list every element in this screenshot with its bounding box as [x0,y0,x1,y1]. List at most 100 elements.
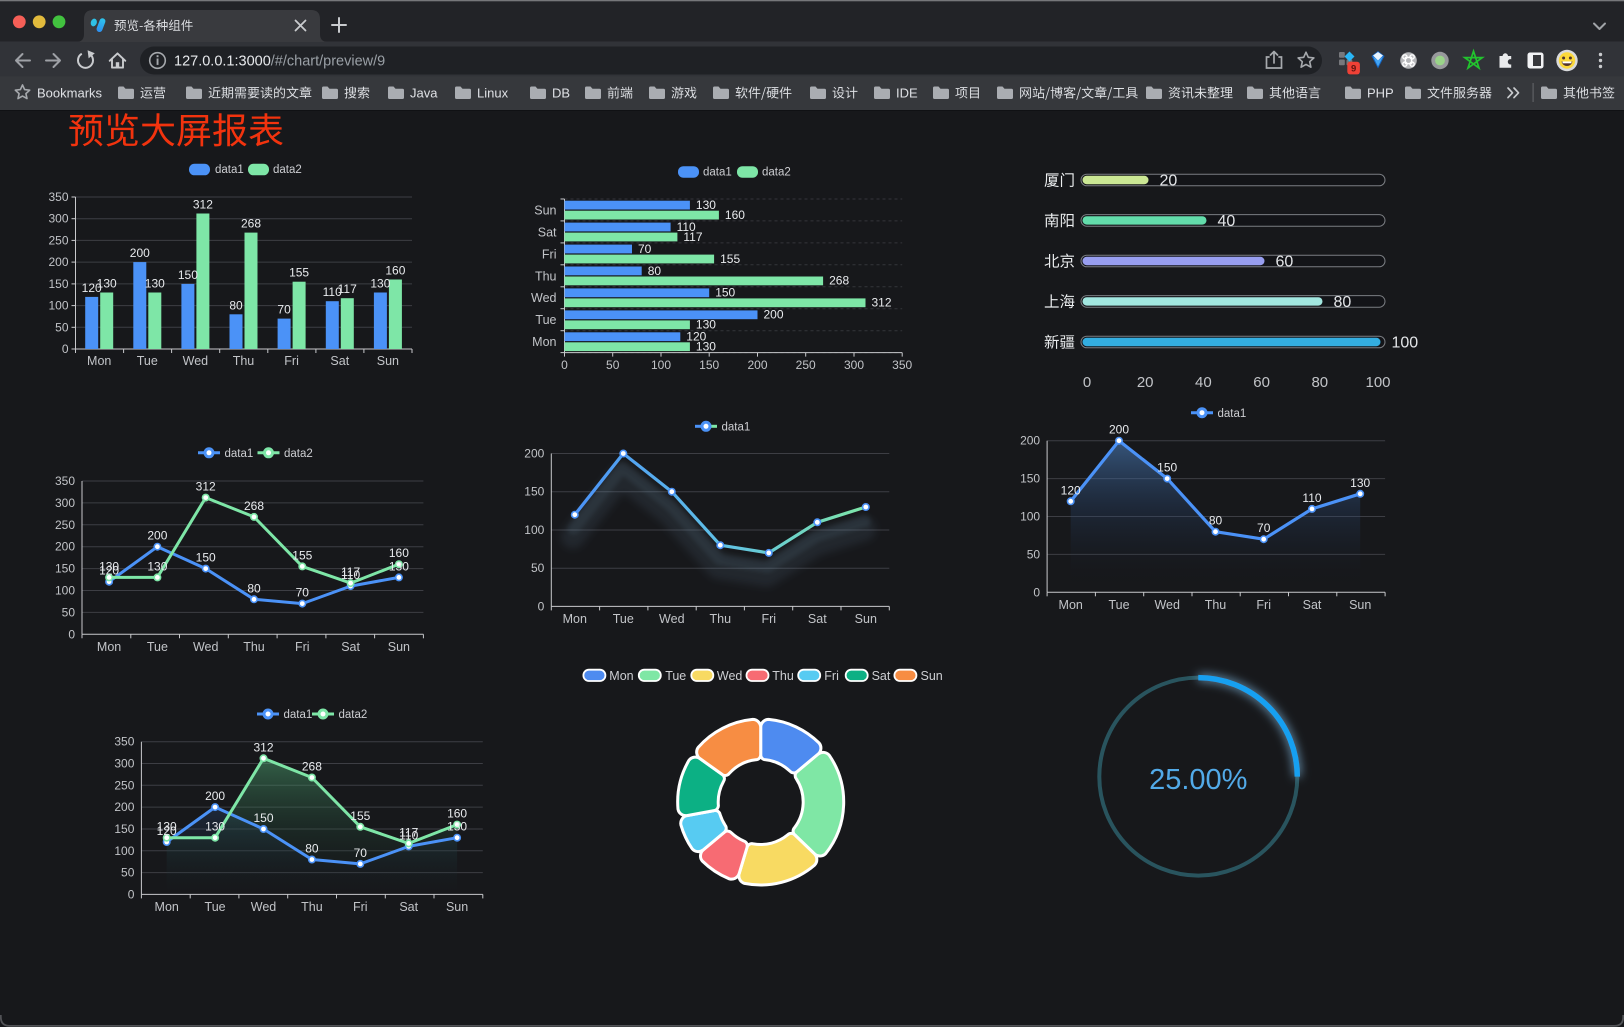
svg-text:80: 80 [648,264,662,278]
svg-text:268: 268 [241,217,261,231]
svg-text:200: 200 [205,789,225,803]
svg-text:130: 130 [389,559,409,573]
svg-text:117: 117 [683,230,702,244]
svg-text:100: 100 [55,584,75,598]
svg-text:Wed: Wed [193,640,219,654]
svg-text:200: 200 [130,246,150,260]
svg-text:200: 200 [1109,423,1129,437]
svg-text:Sun: Sun [855,612,877,626]
svg-text:Linux: Linux [477,86,509,101]
svg-text:data2: data2 [284,448,313,460]
svg-text:Thu: Thu [710,612,732,626]
svg-text:80: 80 [1311,374,1328,391]
svg-text:117: 117 [338,282,357,296]
svg-text:Wed: Wed [1154,598,1180,612]
svg-text:200: 200 [48,255,68,269]
svg-text:350: 350 [892,358,912,372]
svg-text:Thu: Thu [772,669,794,683]
svg-text:130: 130 [447,820,467,834]
svg-text:50: 50 [62,605,76,619]
svg-text:250: 250 [55,518,75,532]
svg-text:200: 200 [55,540,75,554]
svg-text:data2: data2 [339,709,368,721]
svg-text:150: 150 [48,277,68,291]
svg-text:70: 70 [296,586,310,600]
svg-text:150: 150 [715,286,735,300]
svg-text:268: 268 [244,499,264,513]
svg-text:data1: data1 [225,448,254,460]
svg-text:100: 100 [1365,374,1390,391]
svg-text:130: 130 [145,277,165,291]
svg-text:Thu: Thu [301,900,323,914]
svg-text:60: 60 [1276,254,1294,271]
svg-text:Wed: Wed [659,612,685,626]
svg-text:350: 350 [55,474,75,488]
svg-text:20: 20 [1137,374,1154,391]
svg-text:120: 120 [157,824,177,838]
svg-text:80: 80 [305,842,319,856]
svg-text:200: 200 [764,308,784,322]
svg-text:Sat: Sat [1303,598,1322,612]
svg-text:data2: data2 [762,166,791,178]
svg-text:130: 130 [696,340,716,354]
svg-text:350: 350 [48,190,68,204]
svg-text:130: 130 [1350,476,1370,490]
svg-text:Mon: Mon [97,640,121,654]
svg-text:200: 200 [114,800,134,814]
svg-text:data1: data1 [1218,408,1247,420]
svg-text:130: 130 [696,318,716,332]
svg-text:Mon: Mon [532,335,556,349]
svg-text:data1: data1 [215,164,244,176]
svg-text:Sat: Sat [538,225,557,239]
svg-text:Mon: Mon [87,354,111,368]
svg-text:Tue: Tue [535,313,556,327]
svg-text:Tue: Tue [205,900,226,914]
svg-text:20: 20 [1160,173,1178,190]
svg-text:160: 160 [447,807,467,821]
svg-text:110: 110 [1302,491,1321,505]
svg-text:Tue: Tue [665,669,686,683]
svg-text:312: 312 [193,198,213,212]
svg-text:110: 110 [399,828,418,842]
svg-text:Mon: Mon [1059,598,1083,612]
svg-text:155: 155 [720,252,740,266]
svg-text:130: 130 [99,559,119,573]
svg-text:25.00%: 25.00% [1149,764,1247,796]
svg-text:Thu: Thu [243,640,265,654]
svg-text:Wed: Wed [531,291,557,305]
svg-text:Fri: Fri [542,247,557,261]
svg-text:250: 250 [796,358,816,372]
svg-text:40: 40 [1195,374,1212,391]
svg-text:Fri: Fri [762,612,777,626]
svg-text:9: 9 [1351,64,1356,75]
svg-text:300: 300 [844,358,864,372]
svg-text:Sun: Sun [377,354,399,368]
svg-text:0: 0 [561,358,568,372]
svg-text:110: 110 [677,220,696,234]
svg-text:Fri: Fri [353,900,368,914]
svg-text:200: 200 [524,447,544,461]
svg-text:70: 70 [638,242,652,256]
svg-text:0: 0 [128,887,135,901]
svg-text:350: 350 [114,735,134,749]
svg-text:130: 130 [97,277,117,291]
svg-text:Fri: Fri [284,354,299,368]
svg-text:150: 150 [55,562,75,576]
svg-text:130: 130 [696,198,716,212]
svg-text:80: 80 [1334,294,1352,311]
svg-text:150: 150 [114,822,134,836]
svg-text:Wed: Wed [251,900,277,914]
svg-text:300: 300 [114,757,134,771]
svg-text:200: 200 [147,529,167,543]
svg-text:Mon: Mon [563,612,587,626]
svg-text:300: 300 [55,496,75,510]
svg-text:Tue: Tue [1108,598,1129,612]
svg-text:Sat: Sat [341,640,360,654]
svg-text:50: 50 [531,561,545,575]
svg-text:80: 80 [1209,514,1223,528]
svg-text:200: 200 [747,358,767,372]
svg-text:127.0.0.1:3000/#/chart/preview: 127.0.0.1:3000/#/chart/preview/9 [174,54,385,70]
svg-text:117: 117 [341,565,360,579]
svg-text:250: 250 [48,233,68,247]
svg-text:data1: data1 [722,422,751,434]
